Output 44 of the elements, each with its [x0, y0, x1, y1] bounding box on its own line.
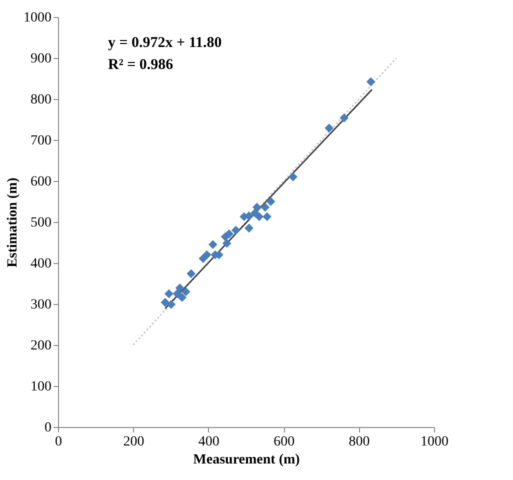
y-axis-title: Estimation (m): [6, 177, 20, 268]
y-tick-label: 800: [30, 92, 52, 108]
y-tick-label: 100: [30, 380, 52, 394]
annotation: y = 0.972x + 11.80: [108, 35, 222, 51]
y-tick-label: 200: [30, 338, 52, 354]
y-tick-label: 500: [30, 216, 52, 230]
x-tick-label: 600: [274, 434, 295, 450]
point: [262, 212, 272, 222]
y-tick-label: 900: [30, 52, 52, 66]
x-tick-label: 0: [55, 434, 62, 450]
point: [244, 224, 254, 233]
x-tick-label: 400: [198, 434, 220, 450]
point: [178, 292, 187, 302]
y-tick-label: 0: [44, 420, 52, 436]
point: [252, 202, 262, 212]
point: [220, 232, 230, 242]
point: [254, 212, 264, 222]
point: [222, 238, 232, 248]
y-tick-label: 1000: [24, 10, 52, 26]
y-tick-label: 700: [30, 134, 52, 148]
y-tick-label: 300: [30, 298, 52, 312]
x-tick-label: 200: [123, 434, 144, 450]
point: [324, 124, 334, 133]
point: [208, 240, 218, 250]
point: [366, 77, 376, 86]
point: [288, 172, 298, 182]
point: [175, 284, 184, 292]
point: [231, 226, 240, 235]
x-tick-label: 1000: [420, 434, 448, 450]
y-tick-label: 400: [30, 256, 52, 272]
point: [160, 298, 170, 307]
point: [266, 197, 276, 206]
point: [164, 289, 174, 298]
point: [198, 254, 208, 263]
point: [186, 269, 196, 278]
y-tick-label: 600: [30, 174, 52, 190]
point: [260, 202, 270, 212]
point: [172, 289, 182, 298]
point: [340, 113, 349, 122]
point: [181, 287, 190, 296]
x-tick-label: 800: [348, 434, 370, 450]
point: [166, 300, 176, 309]
annotation: R² = 0.986: [108, 57, 174, 73]
x-axis-title: Measurement (m): [193, 452, 300, 468]
